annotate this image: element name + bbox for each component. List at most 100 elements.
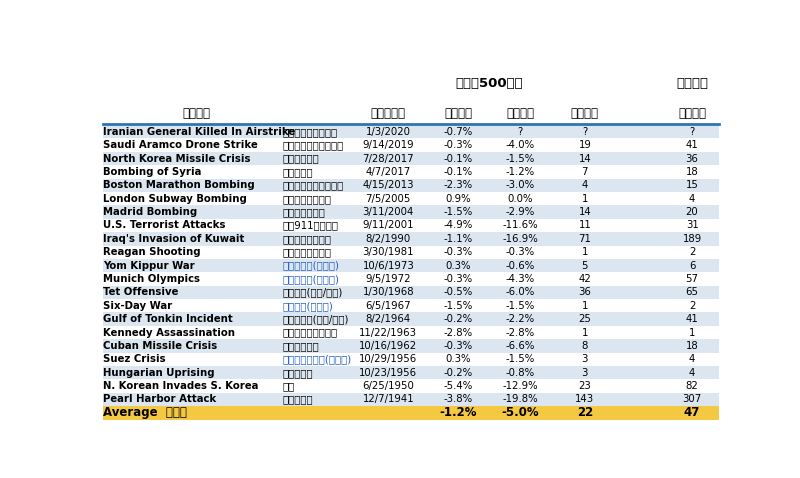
Text: 北部灣事件(北越/美國): 北部灣事件(北越/美國) [283,314,350,324]
Text: -1.5%: -1.5% [444,207,473,217]
Text: 0.3%: 0.3% [446,354,471,364]
Text: -0.2%: -0.2% [444,368,473,378]
Text: 古巴飛彈危機: 古巴飛彈危機 [283,341,320,351]
Text: 倫敦地鐵炸彈攻擊: 倫敦地鐵炸彈攻擊 [283,194,332,204]
Text: -6.6%: -6.6% [506,341,535,351]
Text: 4/15/2013: 4/15/2013 [362,180,414,190]
Text: 伊朗巴格達機場空襲: 伊朗巴格達機場空襲 [283,127,338,137]
Text: Pearl Harbor Attack: Pearl Harbor Attack [103,394,216,404]
FancyBboxPatch shape [103,313,718,326]
Text: 美國總統雷根遇刺: 美國總統雷根遇刺 [283,247,332,257]
Text: U.S. Terrorist Attacks: U.S. Terrorist Attacks [103,220,226,230]
Text: 42: 42 [578,274,591,284]
Text: -1.5%: -1.5% [444,301,473,311]
Text: 偷襲珍珠港: 偷襲珍珠港 [283,394,314,404]
Text: -2.2%: -2.2% [506,314,535,324]
Text: 4: 4 [689,194,695,204]
Text: Yom Kippur War: Yom Kippur War [103,261,195,271]
Text: 9/11/2001: 9/11/2001 [362,220,414,230]
Text: 落底天數: 落底天數 [571,107,599,120]
Text: Gulf of Tonkin Incident: Gulf of Tonkin Incident [103,314,233,324]
Text: 3/30/1981: 3/30/1981 [362,247,414,257]
Text: 14: 14 [578,207,591,217]
Text: 10/23/1956: 10/23/1956 [359,368,418,378]
Text: 慕尼黑慘案(以色列): 慕尼黑慘案(以色列) [283,274,340,284]
FancyBboxPatch shape [103,219,718,232]
Text: 2: 2 [689,247,695,257]
Text: 82: 82 [686,381,698,391]
Text: 5: 5 [582,261,588,271]
Text: 7/28/2017: 7/28/2017 [362,153,414,163]
FancyBboxPatch shape [103,353,718,366]
FancyBboxPatch shape [103,326,718,339]
Text: 春節攻勢(越南/美國): 春節攻勢(越南/美國) [283,287,343,297]
Text: 4: 4 [689,368,695,378]
Text: 8: 8 [582,341,588,351]
Text: ?: ? [518,127,523,137]
Text: 47: 47 [684,406,700,419]
Text: 3: 3 [582,368,588,378]
Text: 25: 25 [578,314,591,324]
Text: Cuban Missile Crisis: Cuban Missile Crisis [103,341,218,351]
Text: -0.8%: -0.8% [506,368,535,378]
Text: 23: 23 [578,381,591,391]
Text: 6/5/1967: 6/5/1967 [366,301,411,311]
Text: 3: 3 [582,354,588,364]
Text: ?: ? [690,127,694,137]
Text: -2.3%: -2.3% [444,180,473,190]
Text: 7/5/2005: 7/5/2005 [366,194,411,204]
Text: 143: 143 [575,394,594,404]
Text: 1/30/1968: 1/30/1968 [362,287,414,297]
Text: 市場衝突: 市場衝突 [182,107,210,120]
Text: 4/7/2017: 4/7/2017 [366,167,411,177]
Text: 沙美石油遭無人機空襲: 沙美石油遭無人機空襲 [283,140,344,150]
FancyBboxPatch shape [103,206,718,219]
Text: 0.3%: 0.3% [446,261,471,271]
FancyBboxPatch shape [103,165,718,179]
Text: 贖罪日戰爭(以色列): 贖罪日戰爭(以色列) [283,261,340,271]
Text: -4.3%: -4.3% [506,274,535,284]
Text: 11/22/1963: 11/22/1963 [359,327,418,337]
FancyBboxPatch shape [103,246,718,259]
Text: -1.5%: -1.5% [506,153,535,163]
Text: 敘利亞空襲: 敘利亞空襲 [283,167,314,177]
Text: 收復失土: 收復失土 [676,77,708,90]
FancyBboxPatch shape [103,192,718,206]
Text: -0.3%: -0.3% [444,247,473,257]
Text: -0.3%: -0.3% [444,140,473,150]
FancyBboxPatch shape [103,366,718,380]
Text: -0.6%: -0.6% [506,261,535,271]
Text: Kennedy Assassination: Kennedy Assassination [103,327,235,337]
Text: 10/6/1973: 10/6/1973 [362,261,414,271]
Text: 波段跌幅: 波段跌幅 [506,107,534,120]
Text: 美國總統甘迺迪遇刺: 美國總統甘迺迪遇刺 [283,327,338,337]
Text: -2.8%: -2.8% [506,327,535,337]
Text: 8/2/1964: 8/2/1964 [366,314,411,324]
Text: 1: 1 [582,301,588,311]
Text: -0.3%: -0.3% [444,274,473,284]
Text: -0.2%: -0.2% [444,314,473,324]
Text: 所需天數: 所需天數 [678,107,706,120]
Text: 12/7/1941: 12/7/1941 [362,394,414,404]
Text: 4: 4 [689,354,695,364]
Text: ?: ? [582,127,587,137]
Text: 19: 19 [578,140,591,150]
Text: 1: 1 [582,247,588,257]
Text: -2.9%: -2.9% [506,207,535,217]
FancyBboxPatch shape [103,406,718,420]
Text: -19.8%: -19.8% [502,394,538,404]
Text: Boston Marathon Bombing: Boston Marathon Bombing [103,180,255,190]
Text: 7: 7 [582,167,588,177]
Text: 8/2/1990: 8/2/1990 [366,234,411,244]
Text: 馬德里炸彈攻擊: 馬德里炸彈攻擊 [283,207,326,217]
Text: 韓戰: 韓戰 [283,381,295,391]
FancyBboxPatch shape [103,232,718,246]
Text: Bombing of Syria: Bombing of Syria [103,167,202,177]
Text: -5.0%: -5.0% [502,406,539,419]
Text: 65: 65 [686,287,698,297]
Text: -2.8%: -2.8% [444,327,473,337]
Text: Iraq's Invasion of Kuwait: Iraq's Invasion of Kuwait [103,234,245,244]
Text: 307: 307 [682,394,702,404]
Text: 36: 36 [686,153,698,163]
Text: N. Korean Invades S. Korea: N. Korean Invades S. Korea [103,381,258,391]
